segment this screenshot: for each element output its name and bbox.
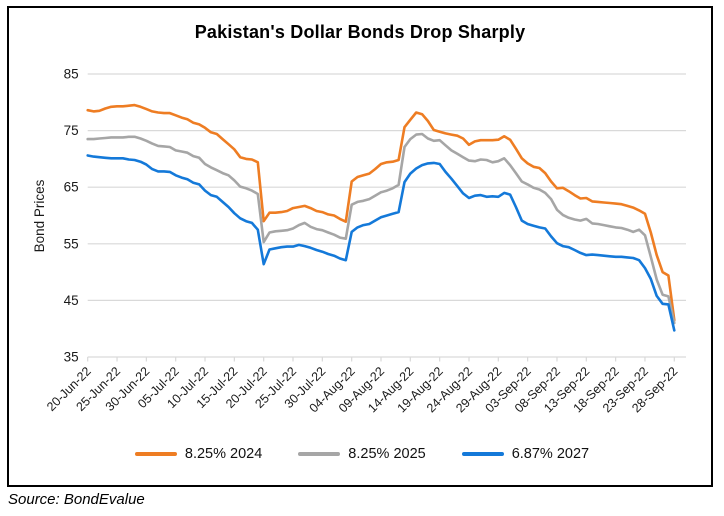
- y-tick-label: 35: [64, 350, 79, 365]
- legend-line-swatch-orange: [134, 452, 177, 456]
- legend-item-6.87-2027: 6.87% 2027: [461, 446, 590, 462]
- legend-label: 8.25% 2025: [348, 446, 426, 462]
- legend-item-8.25-2025: 8.25% 2025: [298, 446, 426, 462]
- y-tick-label: 65: [64, 180, 79, 195]
- legend-line-swatch-blue: [461, 452, 504, 456]
- series-line-8-25-2025: [86, 132, 676, 325]
- chart-border-box: Pakistan's Dollar Bonds Drop Sharply: [7, 6, 713, 487]
- y-tick-label: 75: [64, 123, 79, 138]
- source-attribution: Source: BondEvalue: [8, 491, 145, 508]
- y-tick-label: 45: [64, 293, 79, 308]
- series-line-6-87-2027: [86, 154, 676, 332]
- legend-line-swatch-gray: [298, 452, 341, 456]
- y-axis-title: Bond Prices: [32, 179, 47, 252]
- series-line-8-25-2024: [86, 103, 676, 322]
- chart-legend: 8.25% 2024 8.25% 2025 6.87% 2027: [0, 443, 724, 465]
- legend-label: 6.87% 2027: [511, 446, 590, 462]
- chart-title: Pakistan's Dollar Bonds Drop Sharply: [194, 22, 526, 42]
- y-tick-label: 55: [64, 236, 79, 251]
- legend-label: 8.25% 2024: [184, 446, 263, 462]
- legend-item-8.25-2024: 8.25% 2024: [134, 446, 263, 462]
- y-tick-label: 85: [64, 67, 79, 82]
